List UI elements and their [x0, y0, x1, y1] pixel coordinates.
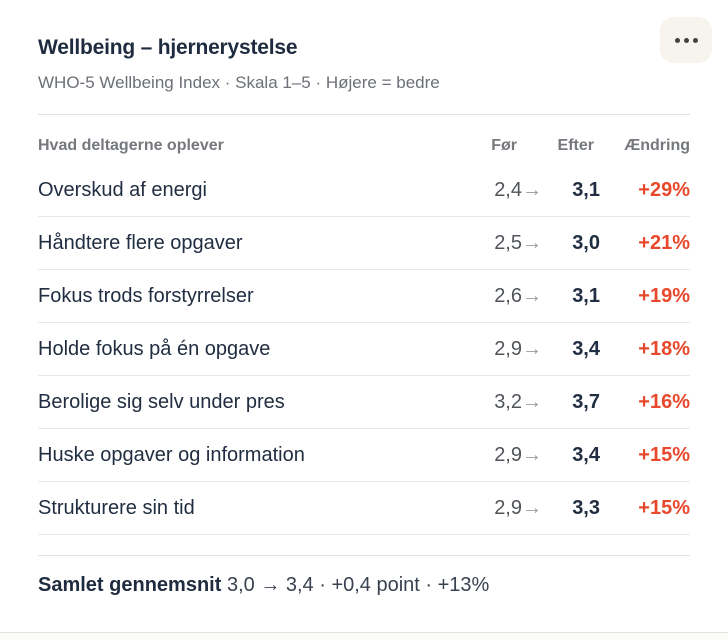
arrow-right-icon: → — [522, 443, 542, 466]
after-value: 3,4 — [572, 443, 600, 466]
after-value: 3,4 — [572, 337, 600, 360]
more-options-button[interactable] — [660, 17, 712, 63]
after-value: 3,1 — [572, 284, 600, 307]
arrow-right-icon: → — [522, 178, 542, 201]
change-value: +16% — [638, 390, 690, 413]
header-after: Efter — [557, 137, 594, 154]
after-value: 3,3 — [572, 496, 600, 519]
before-value: 3,2→ — [494, 390, 542, 413]
summary-text: 3,0 → 3,4 · +0,4 point · +13% — [226, 574, 490, 596]
summary-label: Samlet gennemsnit — [38, 574, 222, 596]
after-value: 3,1 — [572, 178, 600, 201]
card-bottom-edge — [0, 632, 728, 640]
row-label: Holde fokus på én opgave — [38, 337, 271, 360]
row-label: Huske opgaver og information — [38, 443, 305, 466]
before-value: 2,9→ — [494, 337, 542, 360]
before-value: 2,6→ — [494, 284, 542, 307]
table-row: Huske opgaver og information 2,9→ 3,4 +1… — [38, 429, 690, 482]
after-value: 3,7 — [572, 390, 600, 413]
header-item: Hvad deltagerne oplever — [38, 137, 224, 154]
arrow-right-icon: → — [522, 390, 542, 413]
row-label: Overskud af energi — [38, 178, 207, 201]
table-header-row: Hvad deltagerne oplever Før Efter Ændrin… — [38, 115, 690, 164]
header-before: Før — [491, 137, 517, 154]
table-row: Holde fokus på én opgave 2,9→ 3,4 +18% — [38, 323, 690, 376]
before-value: 2,4→ — [494, 178, 542, 201]
row-label: Håndtere flere opgaver — [38, 231, 243, 254]
arrow-right-icon: → — [522, 231, 542, 254]
change-value: +15% — [638, 496, 690, 519]
before-value: 2,5→ — [494, 231, 542, 254]
change-value: +29% — [638, 178, 690, 201]
ellipsis-icon — [674, 37, 698, 43]
table-row: Strukturere sin tid 2,9→ 3,3 +15% — [38, 482, 690, 535]
row-label: Fokus trods forstyrrelser — [38, 284, 254, 307]
header-change: Ændring — [624, 137, 690, 154]
table-row: Fokus trods forstyrrelser 2,6→ 3,1 +19% — [38, 270, 690, 323]
table-row: Håndtere flere opgaver 2,5→ 3,0 +21% — [38, 217, 690, 270]
change-value: +18% — [638, 337, 690, 360]
change-value: +19% — [638, 284, 690, 307]
row-label: Strukturere sin tid — [38, 496, 195, 519]
card-title: Wellbeing – hjernerystelse — [38, 36, 298, 59]
change-value: +21% — [638, 231, 690, 254]
table-row: Overskud af energi 2,4→ 3,1 +29% — [38, 164, 690, 217]
results-table: Hvad deltagerne oplever Før Efter Ændrin… — [38, 114, 690, 535]
arrow-right-icon: → — [522, 496, 542, 519]
change-value: +15% — [638, 443, 690, 466]
table-row: Berolige sig selv under pres 3,2→ 3,7 +1… — [38, 376, 690, 429]
summary-row: Samlet gennemsnit 3,0 → 3,4 · +0,4 point… — [38, 555, 690, 598]
after-value: 3,0 — [572, 231, 600, 254]
before-value: 2,9→ — [494, 443, 542, 466]
card-subtitle: WHO-5 Wellbeing Index · Skala 1–5 · Høje… — [38, 73, 440, 92]
before-value: 2,9→ — [494, 496, 542, 519]
arrow-right-icon: → — [522, 284, 542, 307]
row-label: Berolige sig selv under pres — [38, 390, 285, 413]
arrow-right-icon: → — [522, 337, 542, 360]
